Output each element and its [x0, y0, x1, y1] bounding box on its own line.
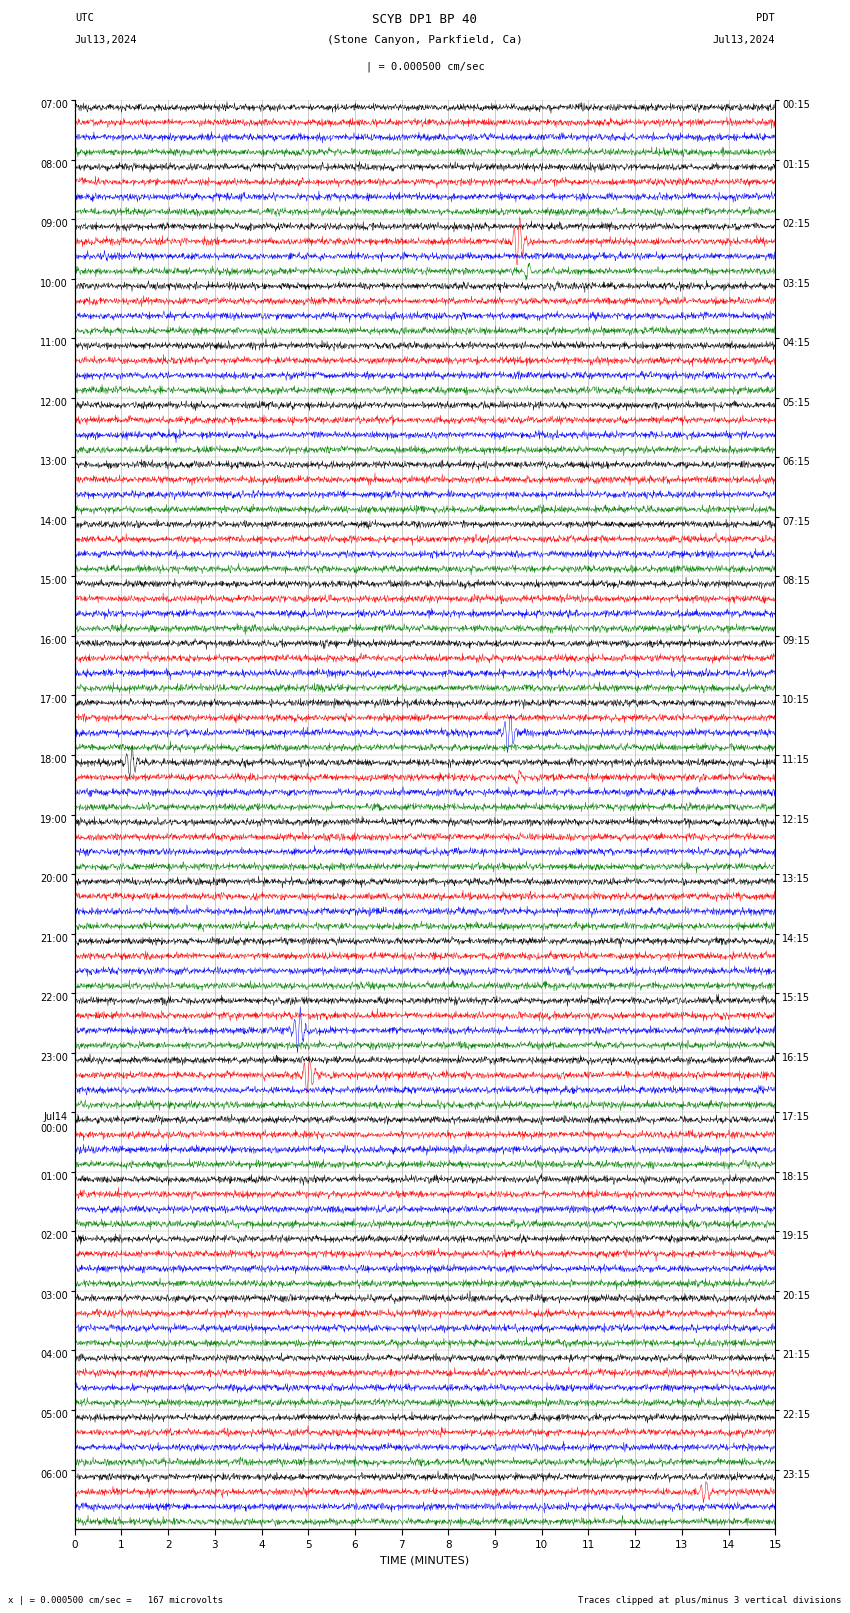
- Text: x | = 0.000500 cm/sec =   167 microvolts: x | = 0.000500 cm/sec = 167 microvolts: [8, 1595, 224, 1605]
- Text: (Stone Canyon, Parkfield, Ca): (Stone Canyon, Parkfield, Ca): [327, 35, 523, 45]
- Text: Jul13,2024: Jul13,2024: [712, 35, 775, 45]
- X-axis label: TIME (MINUTES): TIME (MINUTES): [381, 1555, 469, 1565]
- Text: PDT: PDT: [756, 13, 775, 23]
- Text: | = 0.000500 cm/sec: | = 0.000500 cm/sec: [366, 61, 484, 73]
- Text: UTC: UTC: [75, 13, 94, 23]
- Text: Jul13,2024: Jul13,2024: [75, 35, 138, 45]
- Text: SCYB DP1 BP 40: SCYB DP1 BP 40: [372, 13, 478, 26]
- Text: Traces clipped at plus/minus 3 vertical divisions: Traces clipped at plus/minus 3 vertical …: [578, 1595, 842, 1605]
